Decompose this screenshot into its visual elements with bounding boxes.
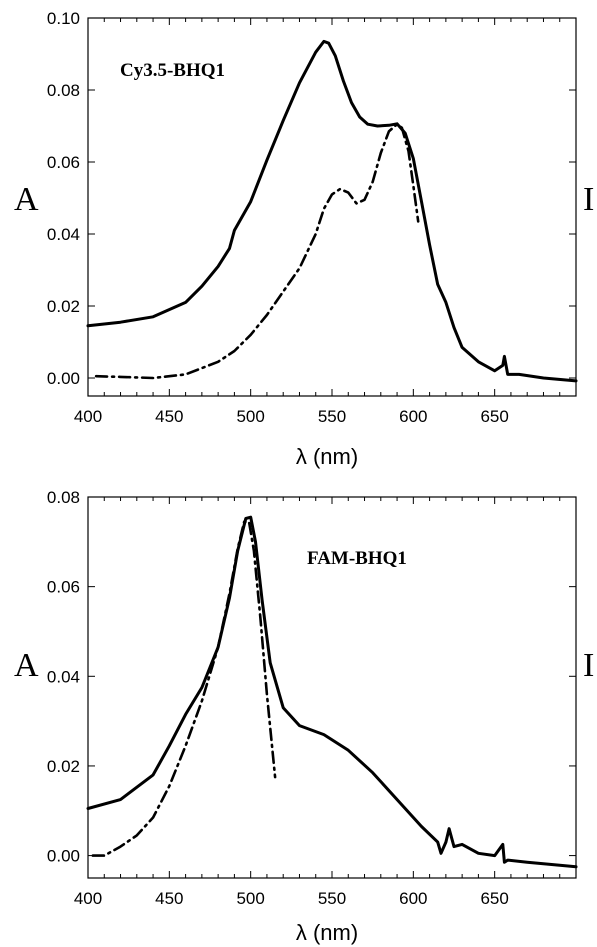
x-tick-label: 400 xyxy=(74,407,102,426)
y-tick-label: 0.04 xyxy=(47,667,80,686)
x-tick-label: 450 xyxy=(155,407,183,426)
dash-dot-series-line xyxy=(91,520,277,857)
x-tick-label: 600 xyxy=(399,889,427,908)
x-tick-label: 550 xyxy=(318,407,346,426)
y-tick-label: 0.08 xyxy=(47,488,80,507)
x-axis-label: λ (nm) xyxy=(296,444,358,469)
x-tick-label: 450 xyxy=(155,889,183,908)
y-axis-label-left: A xyxy=(14,647,39,684)
x-tick-label: 500 xyxy=(236,889,264,908)
x-tick-label: 600 xyxy=(399,407,427,426)
cy35-bhq1-panel: 400 450 500 550 600 650 0.00 0.02 0.04 0.06 0.08 0.… xyxy=(14,9,594,469)
panel-title: FAM-BHQ1 xyxy=(307,548,407,569)
y-tick-label: 0.10 xyxy=(47,9,80,28)
x-tick-label: 400 xyxy=(74,889,102,908)
y-tick-label: 0.04 xyxy=(47,225,80,244)
y-tick-label: 0.08 xyxy=(47,81,80,100)
x-tick-label: 650 xyxy=(480,889,508,908)
dash-dot-series-line xyxy=(94,122,420,380)
fam-bhq1-panel: 400 450 500 550 600 650 0.00 0.02 0.04 0.06 0.08 λ … xyxy=(14,488,594,945)
x-axis-label: λ (nm) xyxy=(296,920,358,945)
x-tick-label: 500 xyxy=(236,407,264,426)
y-tick-label: 0.06 xyxy=(47,578,80,597)
panel-title: Cy3.5-BHQ1 xyxy=(120,60,225,81)
y-axis-label-right: I xyxy=(583,181,594,218)
solid-series-line xyxy=(86,39,578,383)
y-axis-label-left: A xyxy=(14,181,39,218)
y-tick-label: 0.00 xyxy=(47,847,80,866)
x-tick-label: 650 xyxy=(480,407,508,426)
y-tick-label: 0.00 xyxy=(47,369,80,388)
y-tick-label: 0.06 xyxy=(47,153,80,172)
solid-series-line xyxy=(86,515,578,869)
x-tick-label: 550 xyxy=(318,889,346,908)
y-tick-label: 0.02 xyxy=(47,757,80,776)
y-axis-label-right: I xyxy=(583,647,594,684)
y-tick-label: 0.02 xyxy=(47,297,80,316)
